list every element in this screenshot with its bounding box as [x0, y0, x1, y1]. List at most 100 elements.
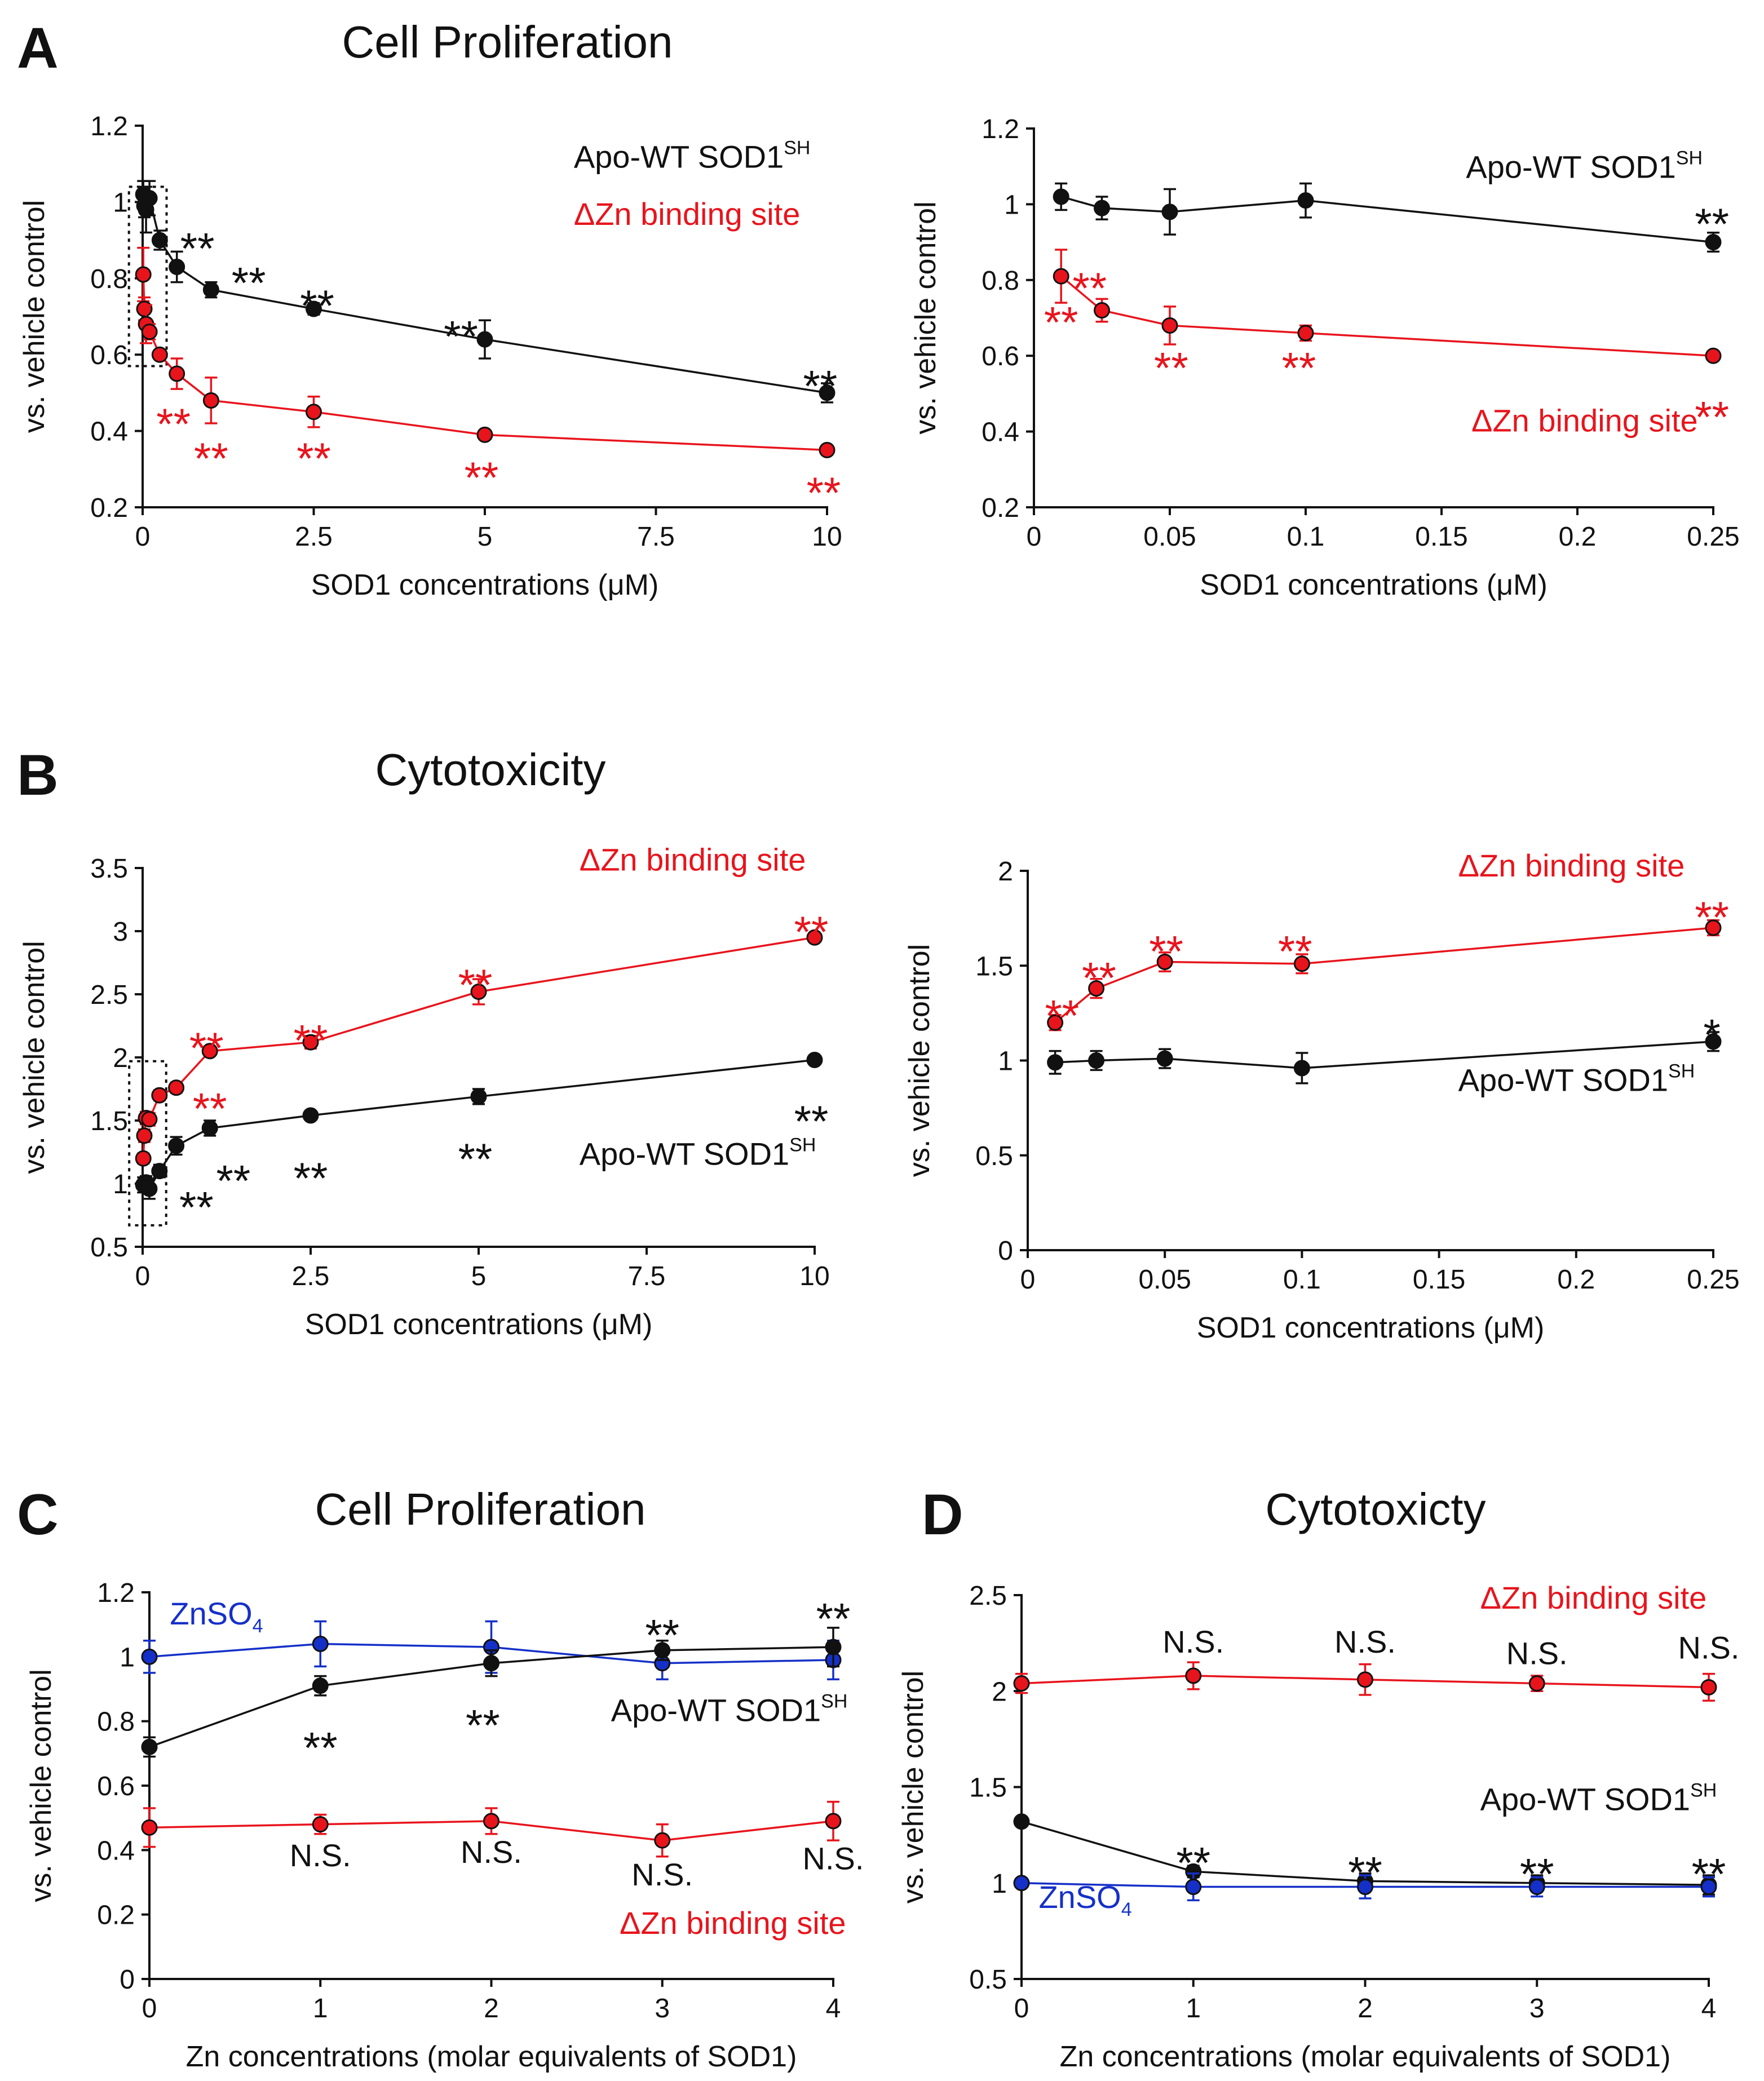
- x-tick-label: 4: [826, 1994, 841, 2024]
- data-point: [151, 232, 168, 249]
- significance-ns: N.S.: [631, 1857, 693, 1892]
- data-point: [1013, 1813, 1030, 1830]
- significance-stars: **: [466, 1700, 500, 1750]
- data-point: [1156, 1050, 1173, 1067]
- x-tick-label: 7.5: [637, 522, 675, 552]
- data-point: [483, 1813, 499, 1830]
- series-label: ZnSO4: [170, 1596, 263, 1637]
- y-tick-label: 3.5: [90, 854, 128, 884]
- significance-stars: **: [1695, 892, 1729, 942]
- x-tick-label: 0.05: [1138, 1265, 1191, 1295]
- data-point: [1293, 1060, 1310, 1077]
- data-point: [1094, 302, 1110, 319]
- data-point: [169, 258, 185, 275]
- y-tick-label: 1.5: [90, 1106, 128, 1136]
- series-1: [135, 1051, 823, 1200]
- significance-stars: **: [1692, 1849, 1726, 1899]
- x-axis-label: Zn concentrations (molar equivalents of …: [1060, 2040, 1671, 2073]
- data-point: [1161, 317, 1178, 334]
- series-0: [135, 929, 823, 1167]
- data-point: [312, 1816, 329, 1833]
- significance-stars: **: [303, 1723, 338, 1772]
- series-0: [135, 180, 835, 404]
- x-tick-label: 0.1: [1283, 1265, 1321, 1295]
- x-tick-label: 0.05: [1143, 522, 1196, 552]
- data-point: [169, 365, 185, 382]
- y-tick-label: 0.6: [97, 1772, 135, 1801]
- series-label: Apo-WT SOD1SH: [580, 1134, 816, 1171]
- panel-title-d: Cytotoxicty: [1265, 1484, 1486, 1534]
- series-2: [141, 1800, 842, 1858]
- x-tick-label: 10: [812, 522, 842, 552]
- data-point: [151, 1163, 168, 1180]
- data-point: [1053, 188, 1069, 205]
- significance-stars: **: [1278, 926, 1312, 976]
- y-tick-label: 1: [120, 1642, 135, 1672]
- data-point: [202, 281, 219, 298]
- series-label: ΔZn binding site: [1458, 848, 1685, 883]
- significance-stars: **: [1282, 343, 1316, 392]
- data-point: [1705, 347, 1722, 364]
- y-tick-label: 0: [120, 1965, 135, 1995]
- significance-stars: **: [1695, 199, 1729, 249]
- significance-stars: **: [216, 1155, 251, 1205]
- data-point: [136, 300, 153, 317]
- data-point: [654, 1832, 671, 1849]
- x-tick-label: 1: [313, 1994, 328, 2024]
- data-point: [302, 1034, 319, 1051]
- series-line: [142, 936, 815, 1159]
- data-point: [476, 426, 493, 443]
- data-point: [135, 266, 152, 283]
- x-tick-label: 0.25: [1687, 522, 1739, 552]
- data-point: [1357, 1879, 1373, 1896]
- y-tick-label: 2: [998, 857, 1013, 887]
- series-label: Apo-WT SOD1SH: [1480, 1779, 1717, 1817]
- x-tick-label: 0: [1020, 1265, 1036, 1295]
- y-tick-label: 3: [113, 917, 128, 947]
- y-tick-label: 2.5: [969, 1581, 1007, 1611]
- data-point: [470, 984, 487, 1000]
- significance-stars: **: [794, 907, 829, 957]
- series-label: Apo-WT SOD1SH: [611, 1691, 848, 1728]
- data-point: [1013, 1675, 1030, 1692]
- y-tick-label: 0.5: [969, 1965, 1007, 1995]
- series-1: [135, 246, 835, 458]
- significance-stars: **: [458, 960, 493, 1009]
- x-axis-label: SOD1 concentrations (μM): [1197, 1312, 1545, 1344]
- significance-stars: *: [1703, 1009, 1720, 1059]
- y-tick-label: 1: [113, 1170, 128, 1199]
- data-point: [1047, 1054, 1064, 1071]
- y-tick-label: 2.5: [90, 980, 128, 1010]
- data-point: [1185, 1667, 1202, 1684]
- significance-stars: **: [1072, 263, 1107, 313]
- x-tick-label: 2: [1358, 1994, 1373, 2024]
- chart-b-right: 0 0.5 1 1.5 2 0 0.05 0.1 0.15 0.2 0.25 SOD1 concent…: [903, 848, 1740, 1344]
- series-label: ΔZn binding site: [620, 1905, 846, 1941]
- data-point: [141, 1180, 158, 1197]
- significance-stars: **: [1695, 392, 1729, 442]
- x-tick-label: 0: [1027, 522, 1042, 552]
- significance-stars: **: [232, 258, 266, 308]
- x-axis-label: Zn concentrations (molar equivalents of …: [186, 2040, 797, 2073]
- chart-a-right: 0.2 0.4 0.6 0.8 1 1.2 0 0.05 0.1 0.15 0.2 0.25 SOD1 …: [909, 114, 1740, 601]
- significance-stars: **: [444, 311, 478, 361]
- y-tick-label: 0.8: [982, 266, 1019, 296]
- significance-stars: **: [156, 399, 191, 449]
- series-label: Apo-WT SOD1SH: [1466, 147, 1703, 184]
- y-axis-label: vs. vehicle control: [903, 944, 936, 1177]
- panel-letter-d: D: [922, 1482, 963, 1547]
- panel-title-c: Cell Proliferation: [315, 1484, 646, 1534]
- x-tick-label: 4: [1701, 1994, 1717, 2024]
- data-point: [141, 1111, 158, 1128]
- data-point: [312, 1635, 329, 1652]
- data-point: [201, 1043, 218, 1060]
- y-tick-label: 0.8: [97, 1707, 135, 1737]
- series-0: [1053, 182, 1722, 253]
- y-tick-label: 1.2: [97, 1578, 135, 1608]
- data-point: [201, 1119, 218, 1136]
- series-label: ΔZn binding site: [1471, 403, 1698, 439]
- x-tick-label: 0: [135, 522, 151, 552]
- data-point: [1161, 203, 1178, 220]
- x-tick-label: 2.5: [292, 1261, 330, 1291]
- panel-letter-b: B: [17, 743, 59, 807]
